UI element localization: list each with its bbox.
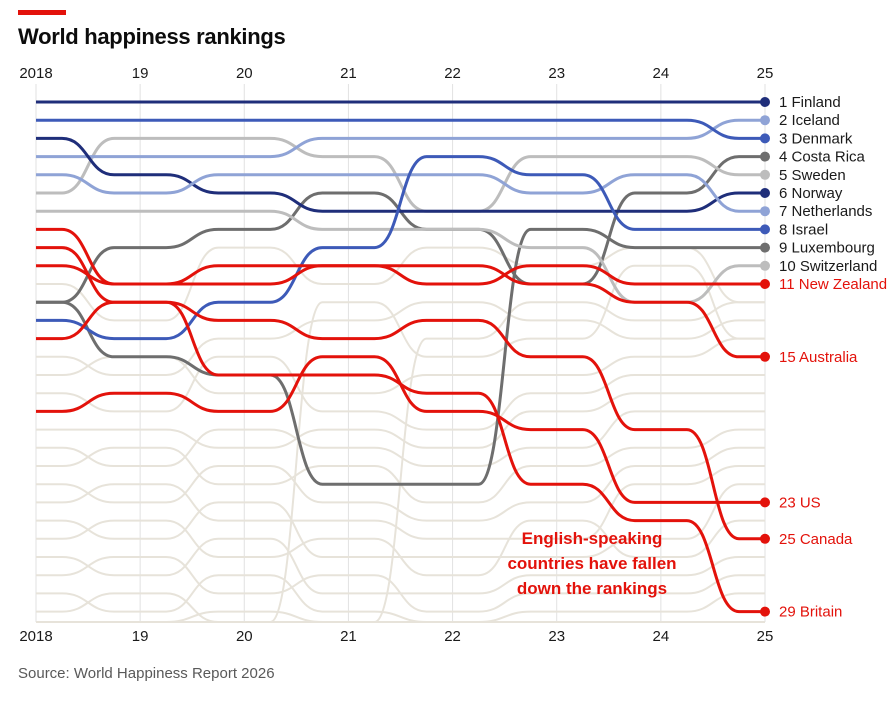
series-line-norway: [36, 136, 765, 213]
end-dot-costa-rica: [760, 151, 770, 162]
series-line-australia: [36, 264, 765, 359]
background-line-0: [36, 301, 765, 376]
chart-title: World happiness rankings: [18, 24, 286, 49]
x-tick-top-2022: 22: [444, 65, 461, 82]
end-dot-israel: [760, 224, 770, 235]
x-tick-top-2024: 24: [653, 65, 670, 82]
label-netherlands: 7 Netherlands: [779, 203, 872, 220]
label-finland: 1 Finland: [779, 94, 841, 111]
label-australia: 15 Australia: [779, 349, 858, 366]
series-line-denmark: [36, 118, 765, 140]
label-britain: 29 Britain: [779, 604, 842, 621]
annotation-line-2: countries have fallen: [507, 554, 676, 573]
background-line-13: [36, 592, 765, 623]
background-line-2: [36, 355, 765, 431]
background-line-7: [36, 465, 765, 540]
label-new-zealand: 11 New Zealand: [779, 276, 887, 293]
label-norway: 6 Norway: [779, 185, 843, 202]
end-dot-us: [760, 497, 770, 508]
annotation-line-1: English-speaking: [522, 529, 663, 548]
bump-chart: 2018 19 20 21 22 23 24 25 2018 19 20 21 22 23 24 25 1 …: [19, 65, 887, 645]
end-dot-norway: [760, 188, 770, 198]
end-markers: [760, 97, 770, 617]
annotation: English-speaking countries have fallen d…: [507, 529, 676, 598]
series-line-israel: [36, 155, 765, 341]
x-tick-bottom-2022: 22: [444, 628, 461, 645]
series-line-luxembourg: [36, 227, 765, 486]
end-dot-canada: [760, 533, 770, 544]
x-tick-bottom-2023: 23: [548, 628, 565, 645]
series-line-new-zealand: [36, 227, 765, 286]
end-dot-australia: [760, 351, 770, 362]
x-axis-bottom: 2018 19 20 21 22 23 24 25: [19, 628, 773, 645]
background-line-8: [36, 483, 765, 559]
series-line-costa-rica: [36, 155, 765, 304]
series-line-switzerland: [36, 209, 765, 304]
label-sweden: 5 Sweden: [779, 167, 846, 184]
background-line-10: [36, 537, 765, 595]
background-line-4: [36, 410, 765, 467]
x-tick-top-2025: 25: [757, 65, 774, 82]
label-iceland: 2 Iceland: [779, 112, 840, 129]
x-tick-bottom-2020: 20: [236, 628, 253, 645]
x-tick-bottom-2018: 2018: [19, 628, 52, 645]
x-tick-top-2020: 20: [236, 65, 253, 82]
source-note: Source: World Happiness Report 2026: [18, 665, 275, 682]
x-axis-top: 2018 19 20 21 22 23 24 25: [19, 65, 773, 82]
x-tick-bottom-2025: 25: [757, 628, 774, 645]
background-line-3: [36, 392, 765, 449]
x-tick-top-2018: 2018: [19, 65, 52, 82]
label-luxembourg: 9 Luxembourg: [779, 240, 875, 257]
series-line-britain: [36, 300, 765, 614]
label-canada: 25 Canada: [779, 531, 853, 548]
end-dot-new-zealand: [760, 279, 770, 289]
end-dot-britain: [760, 606, 770, 617]
end-dot-luxembourg: [760, 242, 770, 253]
label-switzerland: 10 Switzerland: [779, 258, 877, 275]
label-denmark: 3 Denmark: [779, 130, 853, 147]
label-israel: 8 Israel: [779, 221, 828, 238]
end-dot-finland: [760, 97, 770, 107]
background-line-15: [36, 264, 765, 623]
end-dot-switzerland: [760, 260, 770, 271]
background-line-11: [36, 556, 765, 613]
highlighted-country-lines: [36, 100, 765, 614]
background-line-14: [36, 301, 765, 623]
brand-accent-bar: [18, 10, 66, 15]
x-tick-bottom-2024: 24: [653, 628, 670, 645]
background-line-12: [36, 574, 765, 623]
x-tick-bottom-2021: 21: [340, 628, 357, 645]
end-dot-sweden: [760, 169, 770, 180]
x-tick-bottom-2019: 19: [132, 628, 149, 645]
end-dot-iceland: [760, 115, 770, 126]
series-line-netherlands: [36, 173, 765, 213]
x-tick-top-2021: 21: [340, 65, 357, 82]
x-tick-top-2023: 23: [548, 65, 565, 82]
annotation-line-3: down the rankings: [517, 579, 667, 598]
label-costa-rica: 4 Costa Rica: [779, 149, 866, 166]
series-line-sweden: [36, 136, 765, 213]
series-line-iceland: [36, 118, 765, 159]
label-us: 23 US: [779, 494, 821, 511]
end-dot-netherlands: [760, 206, 770, 217]
x-tick-top-2019: 19: [132, 65, 149, 82]
background-line-9: [36, 519, 765, 577]
end-dot-denmark: [760, 133, 770, 144]
